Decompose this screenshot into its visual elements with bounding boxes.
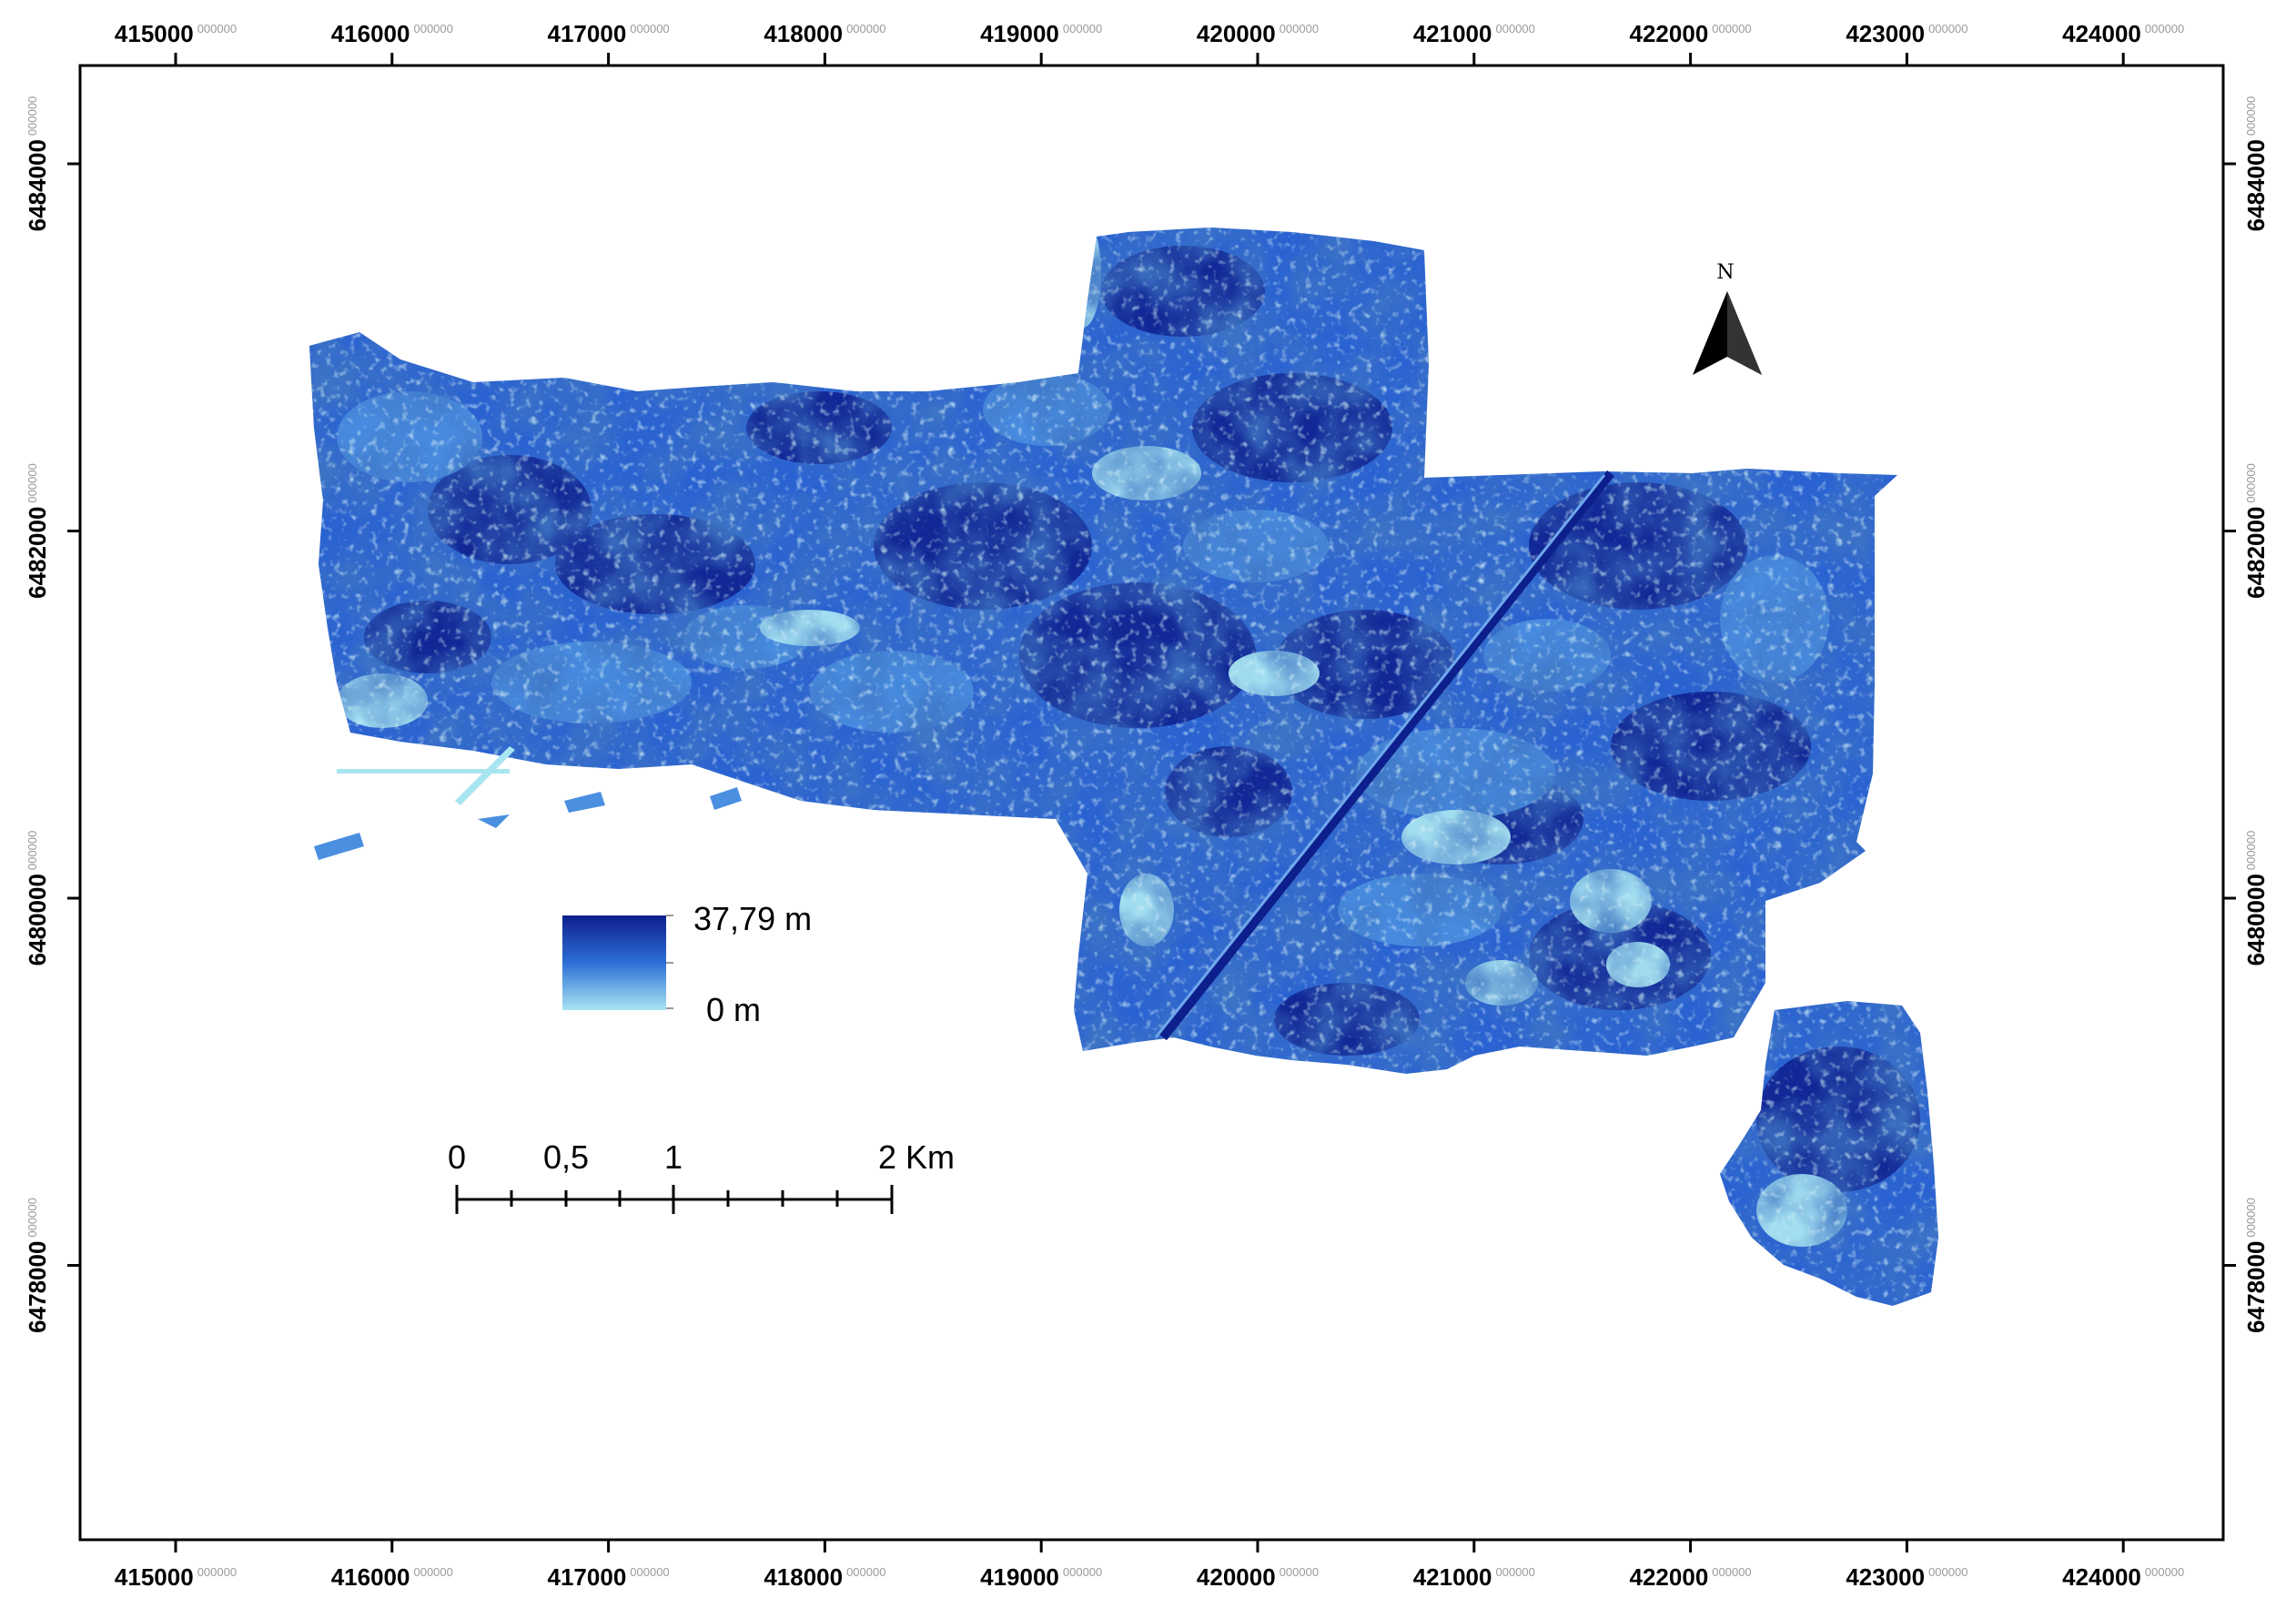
north-label: N (1716, 261, 1734, 284)
x-tick-label: 418000 000000 (764, 20, 885, 47)
x-axis-top: 415000 000000 416000 000000 417000 000000 4180… (115, 20, 2184, 66)
x-tick-label: 417000 000000 (548, 20, 670, 47)
y-tick-label: 6482000000000 (24, 463, 51, 599)
y-tick-label: 6478000000000 (24, 1198, 51, 1333)
x-tick-label: 421000 000000 (1413, 1563, 1535, 1591)
legend-min-label: 0 m (706, 991, 761, 1028)
x-tick-label: 422000 000000 (1630, 1563, 1752, 1591)
x-tick-label: 415000 000000 (115, 1563, 237, 1591)
x-tick-label: 420000 000000 (1197, 1563, 1319, 1591)
y-tick-label: 6484000000000 (2242, 96, 2270, 232)
scale-bar: 0 0,5 1 2 Km (448, 1138, 955, 1214)
x-tick-label: 424000 000000 (2062, 1563, 2184, 1591)
scale-label-2km: 2 Km (878, 1138, 955, 1176)
scale-label-0: 0 (448, 1138, 466, 1176)
x-tick-label: 418000 000000 (764, 1563, 885, 1591)
x-tick-label: 424000 000000 (2062, 20, 2184, 47)
scale-label-05: 0,5 (543, 1138, 589, 1176)
x-axis-bottom: 415000 000000 416000 000000 417000 000000 4180… (115, 1540, 2184, 1591)
scale-label-1: 1 (664, 1138, 683, 1176)
y-tick-label: 6478000000000 (2242, 1198, 2270, 1333)
x-tick-label: 423000 000000 (1846, 20, 1967, 47)
x-tick-label: 422000 000000 (1630, 20, 1752, 47)
x-tick-label: 419000 000000 (980, 20, 1102, 47)
y-axis-left: 6484000000000 6482000000000 6480000000000 6… (24, 96, 80, 1333)
x-tick-label: 417000 000000 (548, 1563, 670, 1591)
x-tick-label: 416000 000000 (331, 1563, 453, 1591)
north-arrow: N (1693, 261, 1762, 375)
x-tick-label: 421000 000000 (1413, 20, 1535, 47)
legend-max-label: 37,79 m (693, 900, 812, 937)
x-tick-label: 420000 000000 (1197, 20, 1319, 47)
y-axis-right: 6484000000000 6482000000000 6480000000000 6… (2223, 96, 2270, 1333)
x-tick-label: 419000 000000 (980, 1563, 1102, 1591)
y-tick-label: 6484000000000 (24, 96, 51, 232)
y-tick-label: 6482000000000 (2242, 463, 2270, 599)
road-line (1159, 470, 1614, 1041)
x-tick-label: 416000 000000 (331, 20, 453, 47)
x-tick-label: 423000 000000 (1846, 1563, 1967, 1591)
y-tick-label: 6480000000000 (2242, 831, 2270, 966)
legend: 37,79 m 0 m (562, 900, 812, 1028)
legend-gradient (562, 915, 666, 1010)
y-tick-label: 6480000000000 (24, 831, 51, 966)
x-tick-label: 415000 000000 (115, 20, 237, 47)
